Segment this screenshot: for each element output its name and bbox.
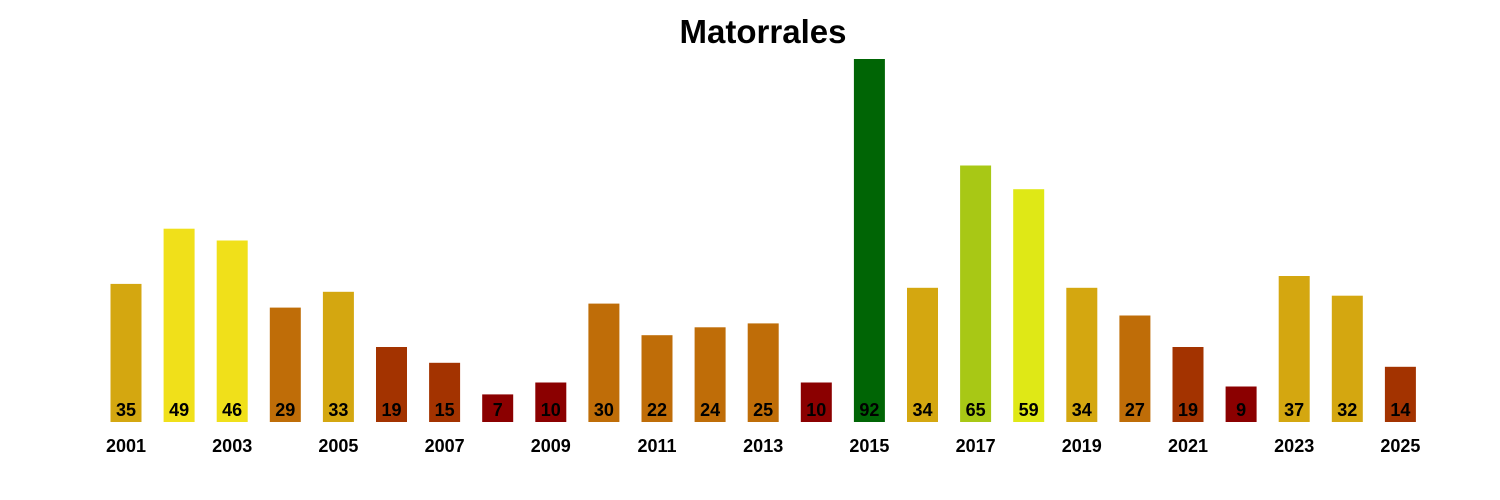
x-tick-label-2007: 2007 [425,436,465,456]
value-label-2005: 33 [328,400,348,420]
value-label-2016: 34 [912,400,932,420]
value-label-2025: 14 [1390,400,1410,420]
bar-2017 [960,165,992,422]
bar-2014 [800,382,832,422]
bar-2023 [1278,276,1310,422]
bar-2007 [429,362,461,422]
x-tick-label-2011: 2011 [637,436,676,456]
value-label-2019: 34 [1072,400,1092,420]
value-label-2015: 92 [859,400,879,420]
x-tick-label-2021: 2021 [1168,436,1208,456]
bar-2022 [1225,386,1257,422]
bar-2004 [269,307,301,422]
value-label-2010: 30 [594,400,614,420]
bar-2001 [110,283,142,422]
x-tick-label-2023: 2023 [1274,436,1314,456]
x-tick-label-2003: 2003 [212,436,252,456]
value-label-2013: 25 [753,400,773,420]
value-label-2022: 9 [1236,400,1246,420]
value-label-2009: 10 [541,400,561,420]
x-tick-label-2005: 2005 [318,436,358,456]
value-labels-group: 35 49 46 29 33 19 15 7 10 30 22 24 25 10 92 34 65 59 34 27 1… [116,400,1410,420]
value-label-2021: 19 [1178,400,1198,420]
value-label-2014: 10 [806,400,826,420]
bar-2019 [1066,287,1098,422]
bars-group [110,59,1416,422]
value-label-2003: 46 [222,400,242,420]
bar-2013 [747,323,779,422]
x-axis-ticks: 2001 2003 2005 2007 2009 2011 2013 2015 2017 2019… [106,436,1420,456]
value-label-2008: 7 [493,400,503,420]
x-tick-label-2009: 2009 [531,436,571,456]
value-label-2004: 29 [275,400,295,420]
bar-2009 [535,382,567,422]
x-tick-label-2001: 2001 [106,436,146,456]
value-label-2002: 49 [169,400,189,420]
value-label-2020: 27 [1125,400,1145,420]
bar-2008 [482,394,514,422]
bar-2005 [322,291,354,422]
value-label-2006: 19 [381,400,401,420]
bar-2010 [588,303,620,422]
value-label-2017: 65 [966,400,986,420]
bar-2012 [694,327,726,422]
bar-2003 [216,240,248,422]
bar-2016 [907,287,938,422]
bar-2002 [163,228,195,422]
bar-2024 [1331,295,1363,422]
value-label-2023: 37 [1284,400,1304,420]
x-tick-label-2015: 2015 [849,436,889,456]
x-tick-label-2013: 2013 [743,436,783,456]
x-tick-label-2017: 2017 [956,436,996,456]
bar-2021 [1172,347,1204,422]
bar-2025 [1384,366,1416,422]
value-label-2024: 32 [1337,400,1357,420]
bar-2015 [853,59,885,422]
x-tick-label-2019: 2019 [1062,436,1102,456]
bar-2006 [376,347,407,422]
x-tick-label-2025: 2025 [1380,436,1420,456]
value-label-2001: 35 [116,400,136,420]
bar-2018 [1013,189,1045,422]
bar-2011 [641,335,673,422]
value-label-2011: 22 [647,400,667,420]
bar-2020 [1119,315,1151,422]
value-label-2012: 24 [700,400,720,420]
chart-title: Matorrales [680,13,847,50]
value-label-2018: 59 [1019,400,1039,420]
value-label-2007: 15 [435,400,455,420]
